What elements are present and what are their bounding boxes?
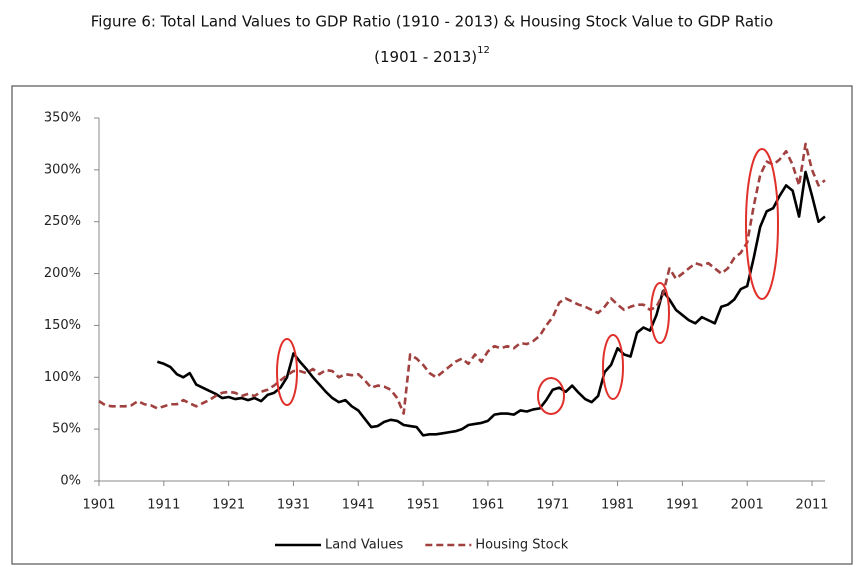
y-tick-label: 50%	[52, 422, 81, 437]
x-tick-label: 1921	[212, 498, 245, 513]
footnote-mark: 12	[477, 45, 490, 56]
highlight-ellipse	[650, 282, 670, 344]
legend-label: Housing Stock	[475, 538, 568, 553]
x-tick-label: 2011	[795, 498, 828, 513]
x-tick-label: 1991	[666, 498, 699, 513]
chart-title: (1901 - 2013)	[374, 48, 477, 66]
data-line	[98, 142, 826, 415]
x-tick-label: 1931	[277, 498, 310, 513]
y-tick-label: 200%	[44, 266, 81, 281]
data-line	[156, 170, 826, 437]
x-tick-label: 1981	[601, 498, 634, 513]
y-tick-label: 250%	[44, 214, 81, 229]
highlight-ellipse	[276, 338, 298, 406]
highlight-ellipse	[537, 377, 565, 415]
x-tick-label: 1951	[407, 498, 440, 513]
y-tick-label: 0%	[60, 474, 81, 489]
x-tick-label: 2001	[731, 498, 764, 513]
chart-title: (1901 - 2013)12	[374, 45, 490, 66]
x-tick-label: 1971	[536, 498, 569, 513]
x-tick-label: 1941	[342, 498, 375, 513]
chart-title: Figure 6: Total Land Values to GDP Ratio…	[91, 13, 774, 31]
x-tick-label: 1961	[471, 498, 504, 513]
x-tick-label: 1911	[147, 498, 180, 513]
x-tick-label: 1901	[82, 498, 115, 513]
y-tick-label: 100%	[44, 370, 81, 385]
y-tick-label: 150%	[44, 318, 81, 333]
highlight-ellipse	[602, 334, 624, 400]
y-tick-label: 300%	[44, 162, 81, 177]
legend-label: Land Values	[325, 538, 404, 553]
y-tick-label: 350%	[44, 111, 81, 126]
highlight-ellipse	[745, 148, 779, 300]
chart-frame	[11, 85, 853, 565]
